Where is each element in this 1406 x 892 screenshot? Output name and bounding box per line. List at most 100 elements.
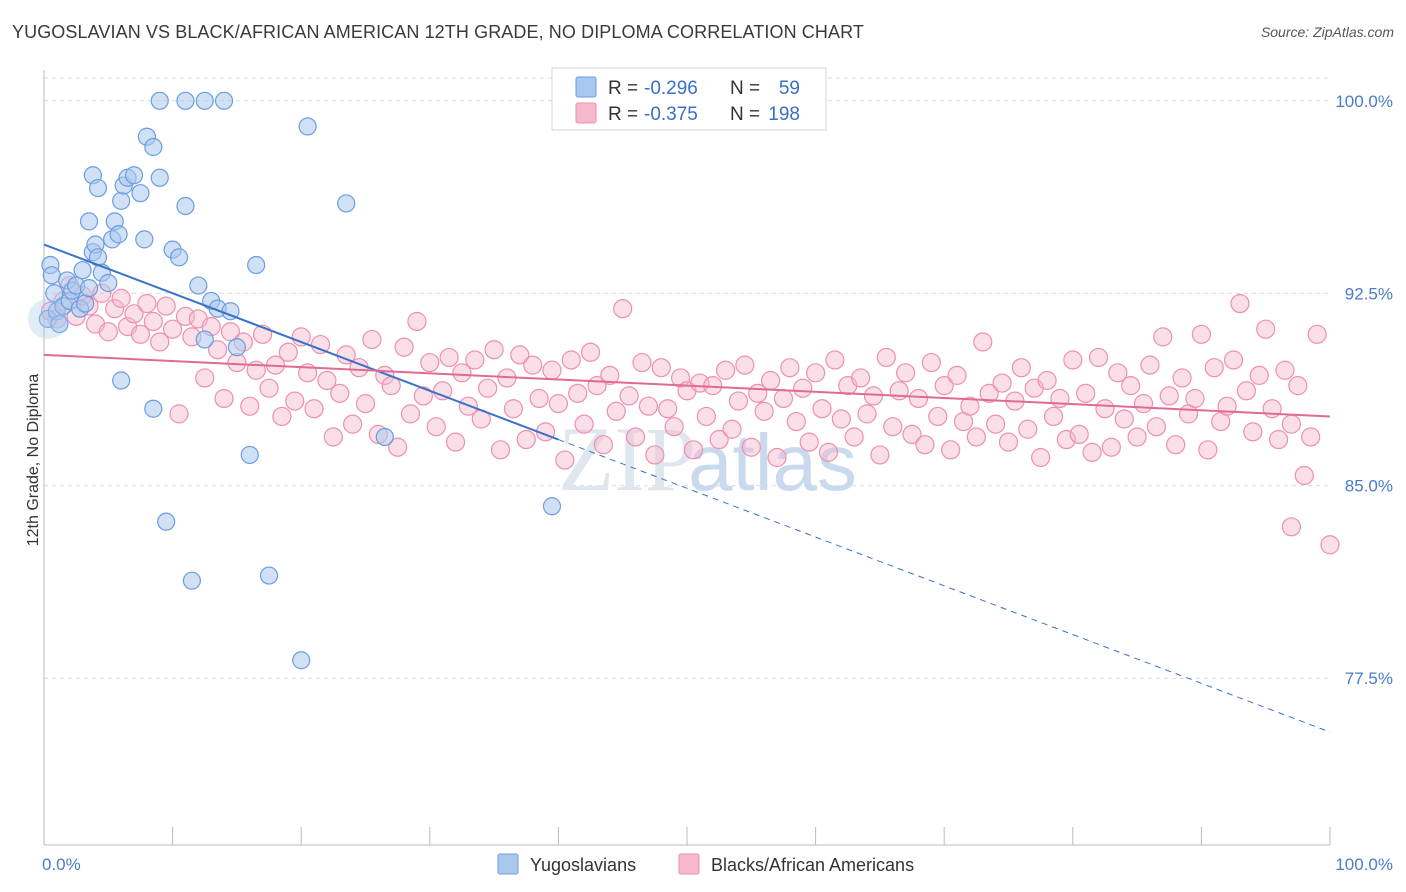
data-point-blacks xyxy=(1095,399,1115,419)
data-point-blacks xyxy=(793,378,813,398)
data-point-yugoslavians xyxy=(240,445,259,465)
axes xyxy=(43,70,1331,846)
data-point-blacks xyxy=(760,370,781,391)
data-point-blacks xyxy=(1114,409,1134,429)
data-point-blacks xyxy=(478,378,498,398)
x-tick-label: 100.0% xyxy=(1335,855,1393,874)
watermark-atlas: atlas xyxy=(688,418,857,507)
data-point-blacks xyxy=(1159,386,1179,406)
data-point-blacks xyxy=(658,399,678,419)
data-point-blacks xyxy=(1076,383,1096,403)
data-point-blacks xyxy=(915,435,935,455)
data-point-blacks xyxy=(394,337,414,357)
data-point-blacks xyxy=(941,440,961,460)
data-point-blacks xyxy=(773,388,794,409)
data-point-yugoslavians xyxy=(88,178,108,198)
data-point-blacks xyxy=(310,334,331,355)
data-point-blacks xyxy=(1275,360,1295,380)
trend-line-yugoslavians-extended xyxy=(558,439,1331,733)
data-point-yugoslavians xyxy=(247,255,266,275)
data-point-blacks xyxy=(928,406,948,427)
data-point-blacks xyxy=(632,352,652,373)
data-point-blacks xyxy=(1018,419,1038,439)
data-point-blacks xyxy=(330,383,350,403)
tick-labels: 77.5% 85.0% 92.5% 100.0% 0.0% 100.0% xyxy=(42,92,1393,874)
data-point-blacks xyxy=(896,363,916,383)
data-point-blacks xyxy=(812,399,832,419)
data-point-blacks xyxy=(426,417,446,437)
data-point-blacks xyxy=(561,350,581,370)
legend-swatch xyxy=(575,76,597,98)
data-point-blacks xyxy=(1230,293,1250,314)
data-point-blacks xyxy=(1127,427,1147,447)
data-point-blacks xyxy=(902,424,922,445)
data-point-blacks xyxy=(786,411,806,432)
data-point-blacks xyxy=(1223,350,1244,370)
data-point-yugoslavians xyxy=(42,266,61,285)
data-point-blacks xyxy=(966,427,986,447)
data-point-blacks xyxy=(1146,417,1166,437)
data-point-yugoslavians xyxy=(150,168,169,187)
data-point-blacks xyxy=(1243,422,1263,442)
data-point-blacks xyxy=(156,296,176,316)
trend-lines xyxy=(43,243,1331,733)
data-point-yugoslavians xyxy=(50,314,69,334)
data-point-blacks xyxy=(1281,517,1302,537)
data-point-blacks xyxy=(1191,324,1212,344)
legend-r-label: R = xyxy=(608,104,638,125)
data-point-blacks xyxy=(1198,440,1218,460)
data-point-yugoslavians xyxy=(79,212,99,231)
data-point-blacks xyxy=(1133,394,1154,414)
data-point-blacks xyxy=(780,358,800,378)
data-point-blacks xyxy=(831,409,851,429)
data-point-blacks xyxy=(124,304,144,324)
data-point-blacks xyxy=(851,368,871,388)
data-point-yugoslavians xyxy=(542,497,562,516)
data-point-blacks xyxy=(484,340,504,360)
data-point-blacks xyxy=(1121,376,1141,396)
data-point-blacks xyxy=(433,381,453,401)
data-point-blacks xyxy=(638,396,659,416)
data-point-blacks xyxy=(1281,414,1302,434)
data-point-yugoslavians xyxy=(79,279,99,298)
data-point-blacks xyxy=(715,360,736,380)
data-point-yugoslavians xyxy=(76,294,95,313)
data-point-blacks xyxy=(150,332,170,352)
legend-n-value: 198 xyxy=(768,104,800,125)
data-point-blacks xyxy=(998,432,1019,452)
y-axis-label: 12th Grade, No Diploma xyxy=(25,374,42,547)
data-point-blacks xyxy=(143,311,163,332)
data-point-blacks xyxy=(883,417,903,437)
data-point-blacks xyxy=(1288,376,1308,396)
data-point-blacks xyxy=(709,429,729,450)
y-tick-label: 100.0% xyxy=(1335,92,1393,111)
data-point-blacks xyxy=(863,386,884,406)
series-yugoslavians-points xyxy=(27,91,562,670)
data-point-blacks xyxy=(420,352,440,373)
data-point-blacks xyxy=(503,399,523,419)
data-point-blacks xyxy=(1185,388,1205,409)
data-point-blacks xyxy=(1069,424,1089,445)
data-point-blacks xyxy=(1153,327,1173,347)
data-point-blacks xyxy=(857,404,877,424)
legend-swatch xyxy=(575,102,597,124)
legend-label-yugoslavians: Yugoslavians xyxy=(530,855,636,875)
watermark-zip: ZIP xyxy=(558,408,696,510)
data-point-blacks xyxy=(407,311,427,332)
data-point-blacks xyxy=(613,299,633,319)
data-point-yugoslavians xyxy=(227,338,246,357)
data-point-blacks xyxy=(870,445,890,465)
data-point-blacks xyxy=(754,401,774,421)
data-point-blacks xyxy=(355,394,376,414)
y-tick-label: 77.5% xyxy=(1345,669,1393,688)
data-point-blacks xyxy=(516,429,536,450)
data-point-blacks xyxy=(452,363,472,383)
data-point-yugoslavians xyxy=(112,371,131,390)
data-point-blacks xyxy=(1320,535,1340,555)
data-point-blacks xyxy=(921,352,941,373)
data-point-blacks xyxy=(1056,429,1076,450)
data-point-blacks xyxy=(1268,429,1289,450)
data-point-blacks xyxy=(606,401,626,421)
data-point-blacks xyxy=(735,355,755,375)
data-point-blacks xyxy=(1249,365,1269,385)
